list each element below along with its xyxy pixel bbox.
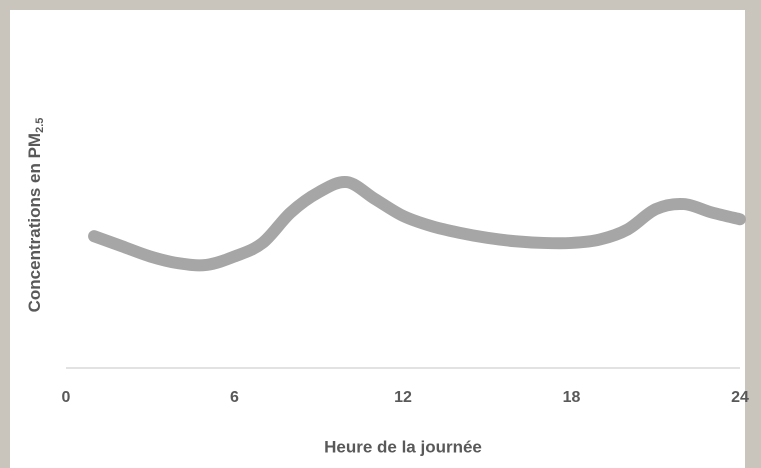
y-axis-label-subscript: 2.5	[34, 118, 46, 133]
x-tick-label: 0	[62, 389, 71, 406]
x-tick-label: 12	[394, 389, 412, 406]
y-axis-label-text: Concentrations en PM	[25, 133, 44, 312]
x-tick-label: 24	[731, 389, 749, 406]
data-line	[88, 176, 746, 272]
x-tick-label: 6	[230, 389, 239, 406]
y-axis-label: Concentrations en PM2.5	[25, 118, 45, 313]
x-tick-label: 18	[563, 389, 581, 406]
chart-panel	[10, 10, 745, 468]
x-axis-label: Heure de la journée	[324, 437, 482, 456]
